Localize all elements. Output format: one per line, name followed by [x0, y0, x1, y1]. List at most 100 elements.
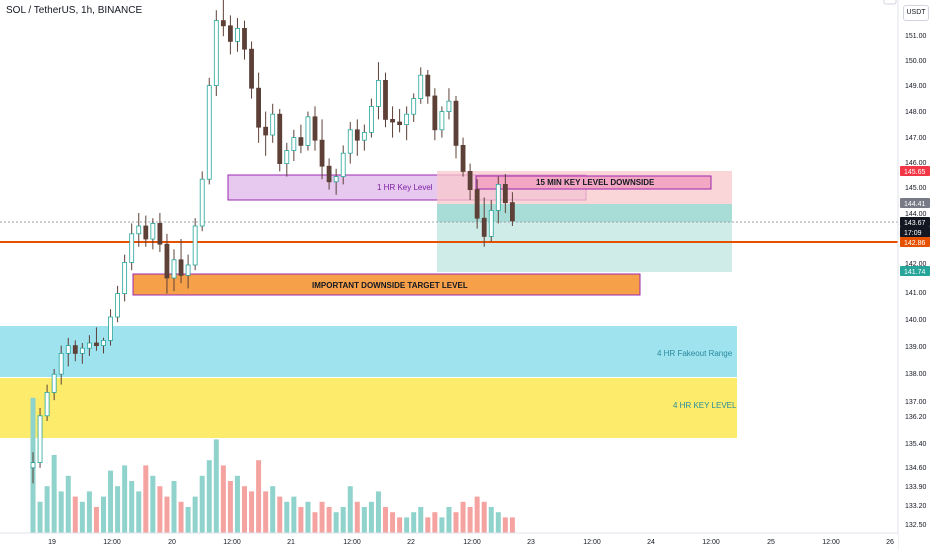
- candle-down: [143, 225, 149, 240]
- candle-up: [411, 98, 417, 115]
- candle-down: [354, 129, 360, 141]
- candle-up: [122, 261, 128, 294]
- zone-4hr-key-level[interactable]: [0, 378, 737, 438]
- volume-bar: [65, 475, 71, 533]
- volume-bar: [220, 465, 226, 533]
- zone-4hr-fakeout-range[interactable]: [0, 326, 737, 377]
- volume-bar: [263, 491, 269, 533]
- position-target-upper: [437, 204, 732, 222]
- volume-bar: [467, 507, 473, 533]
- volume-bar: [79, 501, 85, 533]
- candle-up: [206, 85, 212, 180]
- volume-bar: [122, 465, 128, 533]
- volume-bar: [390, 512, 396, 533]
- time-scale[interactable]: [0, 533, 898, 550]
- candle-down: [474, 189, 480, 219]
- candle-up: [150, 222, 156, 240]
- volume-bar: [333, 512, 339, 533]
- volume-bar: [51, 455, 57, 533]
- candlesticks: [30, 0, 515, 484]
- volume-bar: [93, 507, 99, 533]
- candle-up: [340, 152, 346, 177]
- volume-bar: [86, 491, 92, 533]
- volume-bar: [277, 496, 283, 533]
- price-label-badge: [900, 217, 930, 227]
- candle-up: [284, 150, 290, 165]
- volume-bar: [481, 501, 487, 533]
- candle-down: [326, 165, 332, 183]
- time-tick-label: 24: [647, 539, 655, 546]
- candle-up: [108, 316, 113, 341]
- volume-bar: [115, 486, 121, 533]
- volume-bar: [319, 501, 325, 533]
- volume-bar: [460, 501, 466, 533]
- volume-bar: [192, 496, 198, 533]
- zone-downside-target[interactable]: [132, 273, 641, 296]
- candle-up: [446, 100, 452, 112]
- price-label-text: 143.67: [904, 220, 926, 227]
- volume-bar: [284, 501, 290, 533]
- candle-up: [213, 20, 219, 87]
- price-label-text: 142.86: [904, 240, 926, 247]
- candle-up: [305, 116, 311, 146]
- candle-up: [171, 259, 177, 279]
- time-tick-label: 12:00: [223, 539, 241, 546]
- volume-bar: [368, 501, 374, 533]
- candle-up: [101, 339, 106, 346]
- candle-down: [432, 95, 438, 131]
- candle-up: [65, 345, 71, 354]
- candle-down: [263, 126, 269, 136]
- volume-bar: [354, 501, 360, 533]
- volume-bar: [108, 470, 114, 533]
- candle-down: [390, 119, 395, 123]
- volume-bar: [375, 491, 381, 533]
- volume-bar: [397, 517, 403, 533]
- candle-up: [79, 347, 85, 354]
- volume-bar: [199, 475, 205, 533]
- volume-bar: [157, 486, 163, 533]
- volume-bar: [340, 507, 346, 533]
- volume-bar: [101, 496, 106, 533]
- candle-down: [242, 27, 247, 50]
- price-tick-label: 135.40: [905, 441, 927, 448]
- volume-bar: [227, 481, 233, 533]
- volume-bar: [291, 496, 297, 533]
- candle-up: [495, 183, 501, 211]
- candle-up: [488, 209, 494, 237]
- candle-up: [51, 373, 57, 393]
- candle-up: [185, 264, 191, 276]
- candle-down: [164, 243, 170, 279]
- volume-bar: [242, 486, 247, 533]
- candle-up: [361, 131, 367, 141]
- scale-mode-button[interactable]: [883, 0, 897, 5]
- volume-bar: [136, 491, 142, 533]
- label-15min-key-level: 15 MIN KEY LEVEL DOWNSIDE: [536, 178, 655, 187]
- time-tick-label: 25: [767, 539, 775, 546]
- price-tick-label: 149.00: [905, 83, 927, 90]
- volume-bar: [446, 507, 452, 533]
- price-tick-label: 133.20: [905, 503, 927, 510]
- candle-down: [157, 222, 163, 245]
- label-1hr-key-level: 1 HR Key Level: [377, 183, 433, 192]
- time-tick-label: 23: [527, 539, 535, 546]
- candle-up: [368, 106, 374, 133]
- candle-up: [291, 137, 297, 152]
- volume-bar: [404, 517, 410, 533]
- volume-bar: [298, 507, 304, 533]
- zone-15min-key-level[interactable]: [475, 175, 712, 190]
- price-tick-label: 148.00: [905, 109, 927, 116]
- currency-button[interactable]: USDT: [903, 5, 929, 21]
- time-tick-label: 12:00: [103, 539, 121, 546]
- price-tick-label: 151.00: [905, 33, 927, 40]
- volume-bar: [171, 481, 177, 533]
- candle-up: [333, 176, 339, 183]
- volume-bar: [44, 486, 50, 533]
- candle-up: [418, 74, 424, 99]
- candle-down: [249, 48, 254, 89]
- volume-bar: [234, 475, 240, 533]
- time-tick-label: 19: [48, 539, 56, 546]
- candle-down: [481, 217, 487, 237]
- time-tick-label: 26: [886, 539, 894, 546]
- time-tick-label: 21: [287, 539, 295, 546]
